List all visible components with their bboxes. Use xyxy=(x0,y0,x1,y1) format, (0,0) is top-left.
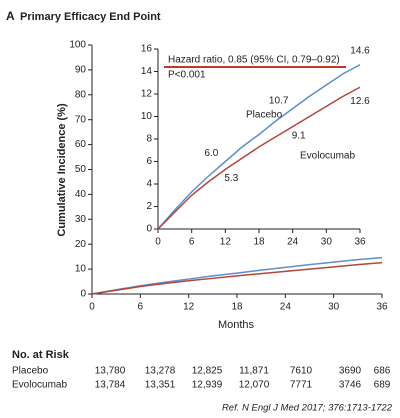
risk-count: 11,871 xyxy=(239,366,269,377)
risk-count: 13,784 xyxy=(95,380,126,391)
x-tick-label: 36 xyxy=(354,237,366,248)
x-tick-label: 0 xyxy=(89,302,95,313)
y-tick-label: 0 xyxy=(80,289,86,300)
y-tick-label: 20 xyxy=(75,239,87,250)
panel-label: A xyxy=(6,9,15,23)
y-tick-label: 4 xyxy=(146,179,152,190)
y-tick-label: 70 xyxy=(75,114,87,125)
y-tick-label: 30 xyxy=(75,214,87,225)
data-label: 9.1 xyxy=(292,130,306,141)
series-label: Evolocumab xyxy=(300,151,355,162)
x-axis-label: Months xyxy=(218,319,255,331)
y-axis-label: Cumulative Incidence (%) xyxy=(56,103,68,237)
y-tick-label: 8 xyxy=(146,134,152,145)
data-label: 10.7 xyxy=(269,95,289,106)
risk-count: 7771 xyxy=(290,380,313,391)
risk-count: 13,278 xyxy=(145,366,176,377)
risk-count: 7610 xyxy=(290,366,313,377)
y-tick-label: 60 xyxy=(75,139,87,150)
data-label: 12.6 xyxy=(350,96,370,107)
y-tick-label: 10 xyxy=(75,264,87,275)
y-tick-label: 50 xyxy=(75,164,87,175)
x-tick-label: 6 xyxy=(138,302,144,313)
risk-count: 13,780 xyxy=(95,366,126,377)
annotation: Hazard ratio, 0.85 (95% CI, 0.79–0.92) xyxy=(168,55,340,66)
x-tick-label: 6 xyxy=(189,237,195,248)
x-tick-label: 12 xyxy=(220,237,232,248)
x-tick-label: 24 xyxy=(287,237,299,248)
y-tick-label: 100 xyxy=(69,40,86,51)
y-tick-label: 16 xyxy=(141,44,153,55)
x-tick-label: 12 xyxy=(183,302,195,313)
series-line xyxy=(91,261,383,295)
y-tick-label: 12 xyxy=(141,89,153,100)
inset-background xyxy=(118,37,370,247)
y-tick-label: 14 xyxy=(141,66,153,77)
series-line xyxy=(157,64,361,230)
risk-count: 689 xyxy=(374,380,391,391)
data-label: 14.6 xyxy=(350,45,370,56)
risk-count: 3690 xyxy=(339,366,362,377)
x-tick-label: 18 xyxy=(231,302,243,313)
risk-count: 686 xyxy=(374,366,391,377)
y-tick-label: 0 xyxy=(146,224,152,235)
x-tick-label: 30 xyxy=(321,237,333,248)
data-label: 5.3 xyxy=(224,173,238,184)
risk-count: 12,939 xyxy=(192,380,223,391)
x-tick-label: 24 xyxy=(280,302,292,313)
x-tick-label: 30 xyxy=(328,302,340,313)
annotation: P<0.001 xyxy=(168,70,206,81)
x-tick-label: 36 xyxy=(376,302,388,313)
risk-count: 12,825 xyxy=(192,366,223,377)
y-tick-label: 40 xyxy=(75,189,87,200)
risk-count: 12,070 xyxy=(239,380,270,391)
risk-row-label: Evolocumab xyxy=(12,380,67,391)
panel-title: Primary Efficacy End Point xyxy=(20,11,161,23)
risk-count: 13,351 xyxy=(145,380,176,391)
series-line xyxy=(157,86,361,230)
footnote: Ref. N Engl J Med 2017; 376:1713-1722 xyxy=(222,403,393,414)
y-tick-label: 90 xyxy=(75,65,87,76)
x-tick-label: 18 xyxy=(253,237,265,248)
y-tick-label: 10 xyxy=(141,111,153,122)
risk-table-title: No. at Risk xyxy=(12,349,70,361)
y-tick-label: 80 xyxy=(75,89,87,100)
y-tick-label: 2 xyxy=(146,201,152,212)
data-label: 6.0 xyxy=(204,148,218,159)
x-tick-label: 0 xyxy=(155,237,161,248)
risk-count: 3746 xyxy=(339,380,362,391)
y-tick-label: 6 xyxy=(146,156,152,167)
risk-row-label: Placebo xyxy=(12,366,49,377)
series-label: Placebo xyxy=(246,110,283,121)
